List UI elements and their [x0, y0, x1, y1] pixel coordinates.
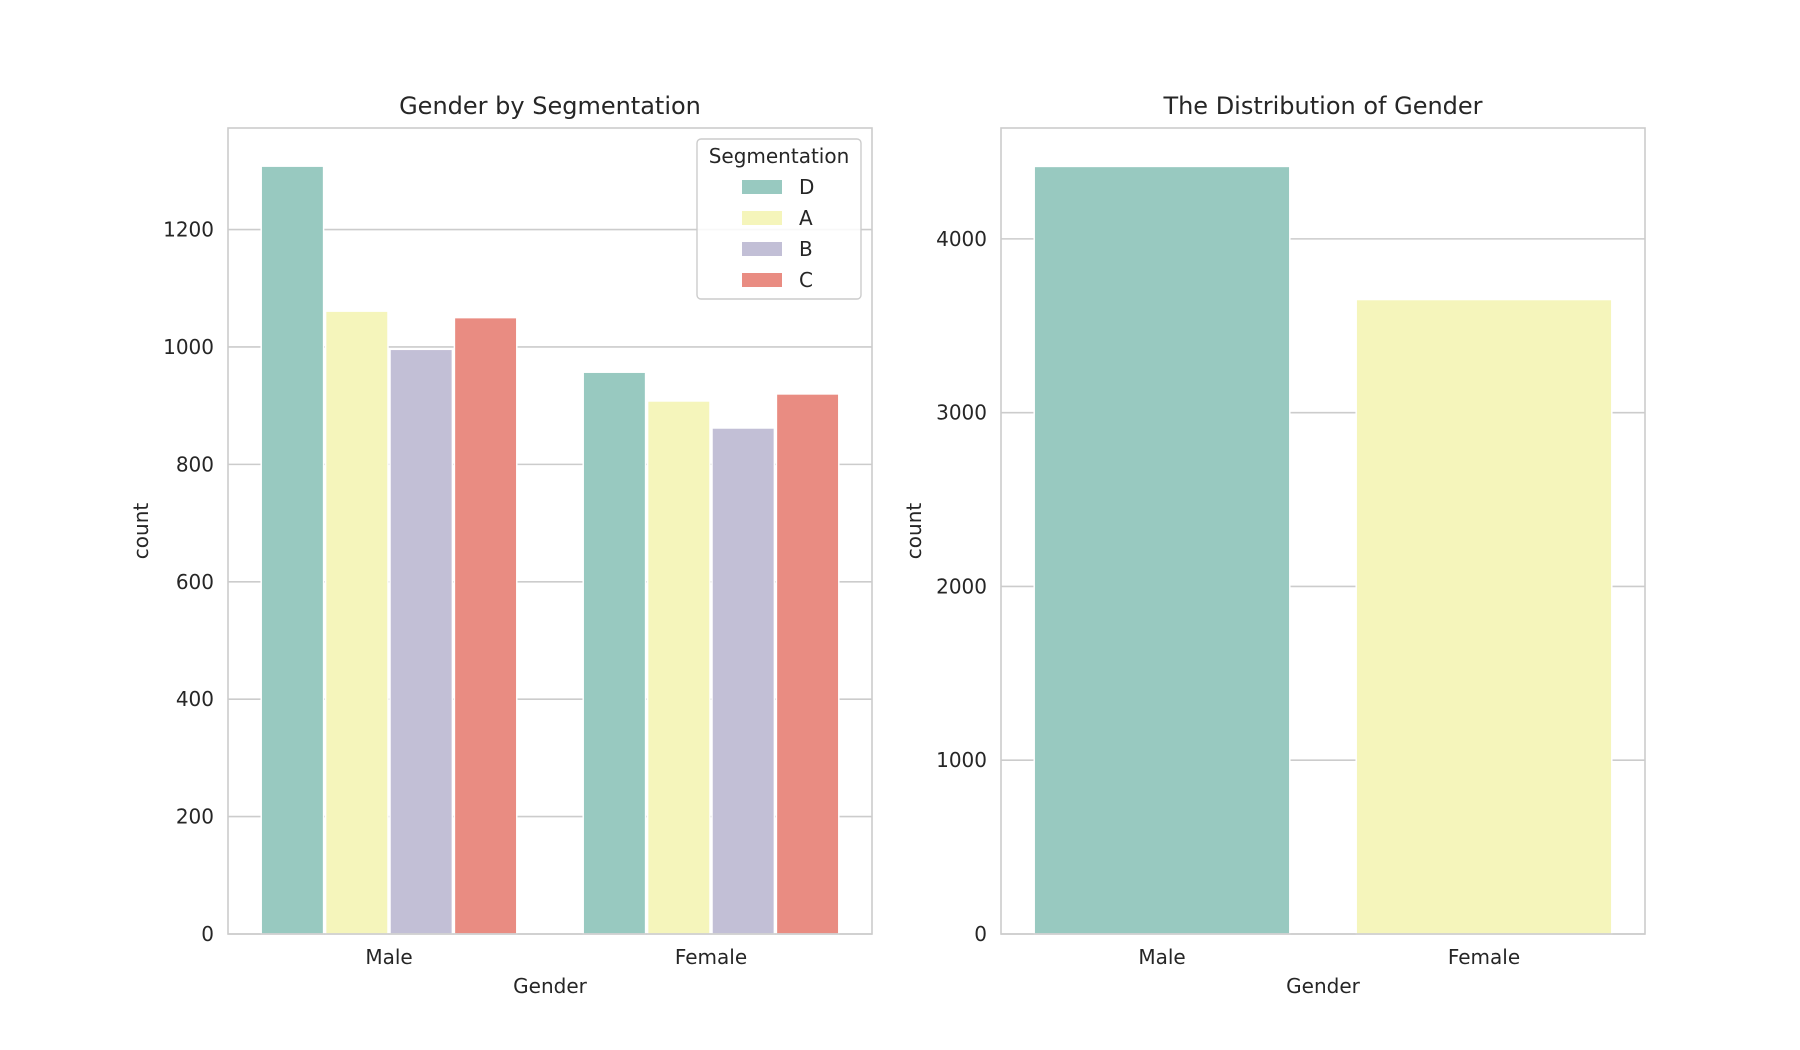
bars [1033, 165, 1613, 935]
x-tick-labels: Male Female [365, 945, 747, 969]
legend-swatch-a [742, 211, 782, 225]
x-tick-label: Female [675, 945, 747, 969]
y-tick-label: 3000 [936, 401, 987, 425]
y-tick-labels: 0 200 400 600 800 1000 1200 [163, 218, 214, 946]
y-tick-label: 2000 [936, 574, 987, 598]
bar-female [1355, 298, 1613, 935]
gridlines [228, 228, 872, 935]
y-tick-label: 0 [201, 922, 214, 946]
y-axis-label: count [129, 503, 153, 560]
chart-title: The Distribution of Gender [1162, 92, 1482, 120]
bar-male [1033, 165, 1291, 935]
y-axis-label: count [902, 503, 926, 560]
plot-frame [227, 127, 873, 935]
legend-label-b: B [799, 237, 813, 261]
y-tick-label: 200 [176, 805, 214, 829]
bar-male-b [389, 348, 454, 935]
legend-swatch-b [742, 242, 782, 256]
x-axis-label: Gender [513, 974, 587, 998]
legend-label-d: D [799, 175, 814, 199]
legend-swatch-d [742, 180, 782, 194]
bar-female-d [582, 371, 647, 935]
bar-male-a [324, 310, 389, 935]
bar-male-d [260, 165, 325, 935]
legend-swatch-c [742, 273, 782, 287]
y-tick-label: 800 [176, 452, 214, 476]
y-tick-label: 600 [176, 570, 214, 594]
legend-title: Segmentation [709, 144, 850, 168]
bar-female-b [711, 427, 776, 935]
legend-label-c: C [799, 268, 813, 292]
x-tick-label: Male [365, 945, 412, 969]
y-tick-label: 400 [176, 687, 214, 711]
bar-female-c [775, 393, 840, 935]
bars [260, 165, 840, 935]
y-tick-label: 4000 [936, 227, 987, 251]
chart-title: Gender by Segmentation [399, 92, 701, 120]
x-tick-label: Female [1448, 945, 1520, 969]
x-tick-label: Male [1138, 945, 1185, 969]
y-tick-label: 1000 [936, 748, 987, 772]
x-tick-labels: Male Female [1138, 945, 1520, 969]
plot-frame [1000, 127, 1646, 935]
legend-label-a: A [799, 206, 813, 230]
y-tick-label: 1000 [163, 335, 214, 359]
chart-distribution-of-gender: 0 1000 2000 3000 4000 Male Female The Distrib… [902, 92, 1646, 998]
y-tick-labels: 0 1000 2000 3000 4000 [936, 227, 987, 946]
bar-female-a [646, 400, 711, 935]
chart-gender-by-segmentation: 0 200 400 600 800 1000 1200 Male Female Gender … [129, 92, 873, 998]
y-tick-label: 1200 [163, 218, 214, 242]
y-tick-label: 0 [974, 922, 987, 946]
x-axis-label: Gender [1286, 974, 1360, 998]
bar-male-c [453, 316, 518, 935]
